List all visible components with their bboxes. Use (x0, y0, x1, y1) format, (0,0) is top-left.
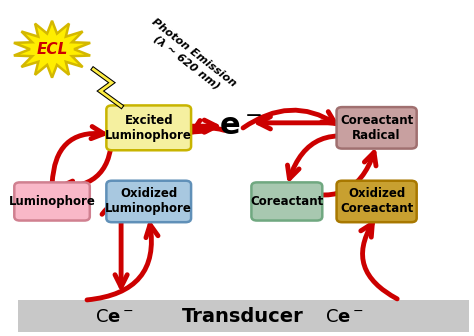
FancyBboxPatch shape (18, 300, 469, 332)
FancyBboxPatch shape (251, 182, 322, 220)
FancyBboxPatch shape (14, 182, 90, 220)
Polygon shape (14, 21, 90, 78)
FancyBboxPatch shape (106, 181, 191, 222)
Text: ECL: ECL (36, 42, 68, 57)
Text: Oxidized
Coreactant: Oxidized Coreactant (340, 187, 413, 215)
Text: $\mathsf{C}$e$^-$: $\mathsf{C}$e$^-$ (95, 308, 134, 326)
Text: e$^-$: e$^-$ (219, 112, 262, 141)
Text: Photon Emission
(λ ~ 620 nm): Photon Emission (λ ~ 620 nm) (143, 17, 238, 98)
Text: Luminophore: Luminophore (9, 195, 95, 208)
Text: Transducer: Transducer (182, 307, 304, 326)
FancyBboxPatch shape (337, 181, 417, 222)
Text: $\mathsf{C}$e$^-$: $\mathsf{C}$e$^-$ (325, 308, 364, 326)
Text: Oxidized
Luminophore: Oxidized Luminophore (105, 187, 192, 215)
Text: Coreactant: Coreactant (250, 195, 323, 208)
FancyBboxPatch shape (106, 106, 191, 150)
Text: Excited
Luminophore: Excited Luminophore (105, 114, 192, 142)
Text: Coreactant
Radical: Coreactant Radical (340, 114, 413, 142)
FancyBboxPatch shape (337, 107, 417, 149)
